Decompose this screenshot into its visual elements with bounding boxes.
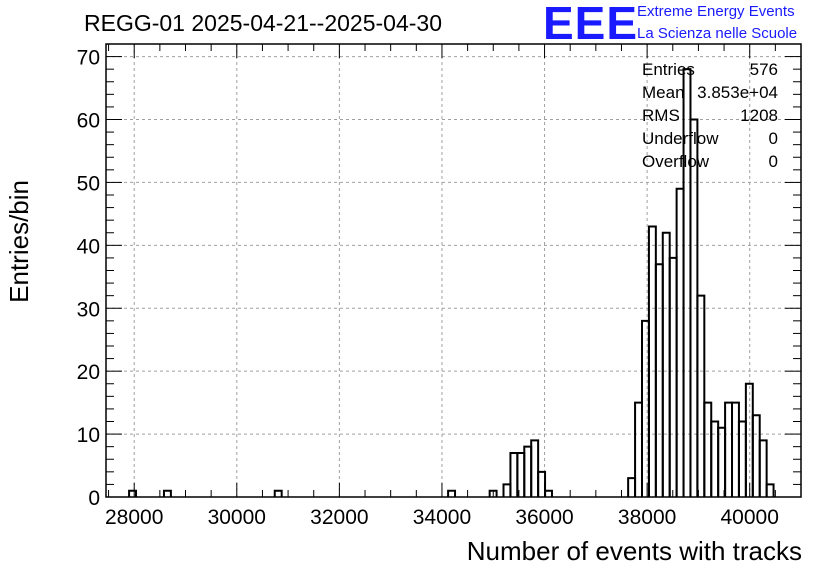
stats-row-rms: RMS 1208 (642, 106, 778, 129)
stats-key: Entries (642, 60, 695, 79)
y-tick-label: 60 (77, 110, 100, 133)
stats-value: 576 (749, 60, 778, 79)
histogram-bins (128, 68, 775, 497)
y-tick-label: 40 (77, 235, 100, 258)
stats-key: Underflow (642, 129, 719, 148)
y-tick-label: 0 (88, 487, 100, 510)
histogram-bin (128, 489, 138, 497)
tick-labels: 28000 30000 32000 34000 36000 38000 40000 0 10 20… (77, 47, 779, 529)
grid-lines (106, 44, 801, 497)
stats-key: Mean (642, 83, 685, 102)
histogram-bin (731, 401, 740, 497)
histogram-bin (502, 483, 512, 497)
histogram-bin (724, 401, 734, 497)
stats-value: 0 (768, 152, 778, 171)
histogram-bin (758, 439, 768, 497)
x-tick-label: 28000 (105, 506, 163, 529)
histogram-bin (634, 401, 643, 497)
y-tick-label: 10 (77, 424, 100, 447)
histogram-bin (751, 414, 761, 497)
histogram-bin (696, 294, 706, 497)
histogram-bin (516, 451, 526, 497)
stats-value: 0 (768, 129, 778, 148)
histogram-bin (447, 489, 457, 497)
histogram-bin (675, 187, 685, 497)
stats-row-overflow: Overflow 0 (642, 152, 778, 175)
x-tick-label: 40000 (721, 506, 779, 529)
histogram-bin (523, 445, 533, 497)
y-tick-label: 20 (77, 361, 100, 384)
stats-value: 3.853e+04 (697, 83, 778, 102)
eee-logo: EEE (543, 0, 639, 49)
histogram-bin (162, 489, 172, 497)
y-tick-label: 30 (77, 298, 100, 321)
chart-title: REGG-01 2025-04-21--2025-04-30 (84, 10, 442, 36)
stats-row-underflow: Underflow 0 (642, 129, 778, 152)
x-tick-label: 32000 (310, 506, 368, 529)
histogram-bin (544, 489, 553, 497)
stats-value: 1208 (740, 106, 778, 125)
x-tick-label: 30000 (208, 506, 266, 529)
histogram-bin (737, 420, 747, 497)
histogram-bin (765, 483, 775, 497)
histogram-bin (710, 420, 720, 497)
histogram-bin (537, 470, 547, 497)
stats-key: Overflow (642, 152, 710, 171)
y-tick-label: 70 (77, 47, 100, 70)
histogram-bin (640, 319, 650, 497)
histogram-bin (509, 451, 519, 497)
stats-row-entries: Entries 576 (642, 60, 778, 83)
histogram-bin (661, 231, 671, 497)
logo-tagline-1: Extreme Energy Events (637, 3, 795, 20)
y-tick-label: 50 (77, 172, 100, 195)
x-tick-label: 34000 (413, 506, 471, 529)
histogram-bin (654, 263, 664, 497)
histogram-bin (273, 489, 283, 497)
histogram-bin (530, 439, 540, 497)
histogram-bin (703, 401, 713, 497)
stats-box: Entries 576 Mean 3.853e+04 RMS 1208 Unde… (642, 60, 778, 175)
stats-key: RMS (642, 106, 680, 125)
histogram-bin (668, 256, 678, 497)
stats-row-mean: Mean 3.853e+04 (642, 83, 778, 106)
histogram-bin (647, 225, 657, 497)
y-axis-label: Entries/bin (4, 180, 34, 303)
logo-tagline-2: La Scienza nelle Scuole (637, 25, 798, 42)
x-tick-label: 38000 (618, 506, 676, 529)
histogram-bin (627, 477, 637, 497)
axes (105, 43, 802, 498)
x-tick-label: 36000 (515, 506, 573, 529)
histogram-bin (717, 426, 727, 497)
x-axis-label: Number of events with tracks (466, 536, 802, 566)
